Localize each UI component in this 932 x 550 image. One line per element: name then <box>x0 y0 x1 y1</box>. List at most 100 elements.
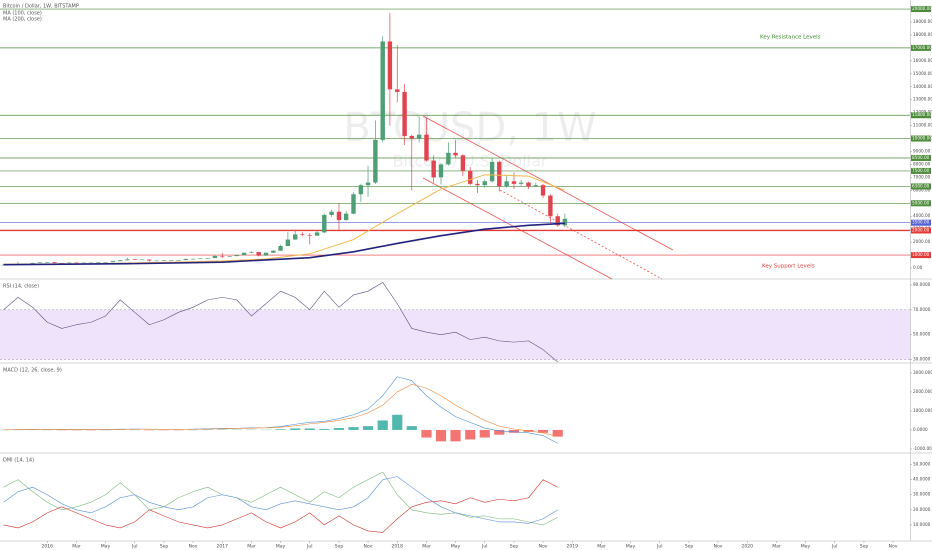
candle-body <box>293 234 298 240</box>
candle-body <box>548 195 553 217</box>
candle-body <box>511 181 517 184</box>
y-tick-label: 0.00 <box>913 265 923 270</box>
trend-line <box>499 189 663 280</box>
candle-body <box>343 213 349 221</box>
candle-body <box>190 258 196 260</box>
histogram-bar <box>508 429 520 433</box>
y-tick-label: 15000.00 <box>913 71 932 76</box>
y-tick-label: -1000.0000 <box>913 446 932 451</box>
y-tick-label: 1000.0000 <box>913 408 932 413</box>
watermark: BTCUSD, 1W <box>343 105 596 151</box>
level-label: 10000.00 <box>912 136 932 141</box>
candle-body <box>1 264 6 266</box>
x-tick-label: 2018 <box>392 544 404 550</box>
candle-body <box>300 234 305 236</box>
candle-body <box>358 185 364 195</box>
x-tick-label: Mar <box>772 544 781 550</box>
y-tick-label: 9000.00 <box>913 148 931 153</box>
level-label-box <box>911 154 931 161</box>
candle-body <box>81 262 86 264</box>
candle-body <box>103 262 108 263</box>
y-tick-label: 12000.00 <box>913 110 932 115</box>
histogram-bar <box>552 429 563 437</box>
candle-body <box>88 262 94 264</box>
x-tick-label: 2017 <box>217 544 229 550</box>
series-line <box>3 479 558 533</box>
candle-body <box>125 259 130 261</box>
candle-body <box>504 181 509 187</box>
series-line <box>3 476 558 524</box>
candle-body <box>533 185 539 187</box>
y-tick-label: 11000.00 <box>913 123 932 128</box>
x-tick-label: 2019 <box>567 544 579 550</box>
x-tick-label: Nov <box>189 544 198 550</box>
candle-body <box>256 252 261 256</box>
level-label: 6300.00 <box>912 183 930 188</box>
candle-body <box>30 262 35 264</box>
x-tick-label: Mar <box>247 544 256 550</box>
candle-body <box>518 182 524 184</box>
x-tick-label: Jul <box>306 544 312 550</box>
x-tick-label: Sep <box>860 544 869 550</box>
x-tick-label: Mar <box>597 544 606 550</box>
chart-title: Bitcoin / Dollar, 1W, BITSTAMP <box>3 4 79 10</box>
candle-body <box>147 259 152 261</box>
trend-line <box>422 177 613 280</box>
candle-body <box>278 246 283 251</box>
candle-body <box>59 263 64 264</box>
series-line <box>3 222 565 266</box>
y-tick-label: 50.0000 <box>913 462 931 467</box>
candle-body <box>314 232 320 236</box>
x-tick-label: Sep <box>685 544 694 550</box>
x-tick-label: May <box>626 544 636 550</box>
candle-body <box>234 255 239 257</box>
level-label: 5000.00 <box>912 200 930 205</box>
candle-body <box>365 182 371 186</box>
y-tick-label: 90.0000 <box>913 282 931 287</box>
x-tick-label: Jul <box>481 544 487 550</box>
x-tick-label: Sep <box>335 544 344 550</box>
x-tick-label: Mar <box>422 544 431 550</box>
y-tick-label: 4000.00 <box>913 213 931 218</box>
level-label-box <box>911 183 931 190</box>
histogram-bar <box>290 428 301 430</box>
series-line <box>3 282 558 363</box>
level-label: 3500.00 <box>912 220 930 225</box>
y-tick-label: 8000.00 <box>913 161 931 166</box>
indicator-title: MACD (12, 26, close, 9) <box>3 368 62 374</box>
x-tick-label: May <box>801 544 811 550</box>
histogram-bar <box>348 427 359 430</box>
y-tick-label: 70.0000 <box>913 307 931 312</box>
y-tick-label: 6000.00 <box>913 187 931 192</box>
panel: 10.0000 20.0000 30.0000 40.0000 50.0000 2016 M… <box>3 458 931 550</box>
x-tick-label: Jul <box>831 544 837 550</box>
y-tick-label: 20.0000 <box>913 507 931 512</box>
series-line <box>3 384 558 437</box>
candle-body <box>438 164 444 178</box>
y-tick-label: 14000.00 <box>913 84 932 89</box>
candle-body <box>96 262 101 263</box>
candle-body <box>220 255 225 257</box>
candle-body <box>183 258 189 261</box>
x-tick-label: Nov <box>714 544 723 550</box>
candle-body <box>205 258 210 259</box>
y-tick-label: 7000.00 <box>913 174 931 179</box>
histogram-bar <box>392 414 403 430</box>
histogram-bar <box>537 429 549 433</box>
candle-body <box>424 134 429 161</box>
candle-body <box>285 239 291 247</box>
x-tick-label: Jul <box>131 544 137 550</box>
x-tick-label: Sep <box>510 544 519 550</box>
y-tick-label: 30.0000 <box>913 357 931 362</box>
indicator-title: RSI (14, close) <box>3 284 39 290</box>
y-tick-label: 13000.00 <box>913 97 932 102</box>
candle-body <box>110 261 116 263</box>
level-label: 11800.00 <box>912 112 932 117</box>
candle-body <box>168 260 174 261</box>
candle-body <box>336 211 342 221</box>
candle-body <box>373 139 378 183</box>
legend-entry: MA (100, close) <box>3 11 42 17</box>
